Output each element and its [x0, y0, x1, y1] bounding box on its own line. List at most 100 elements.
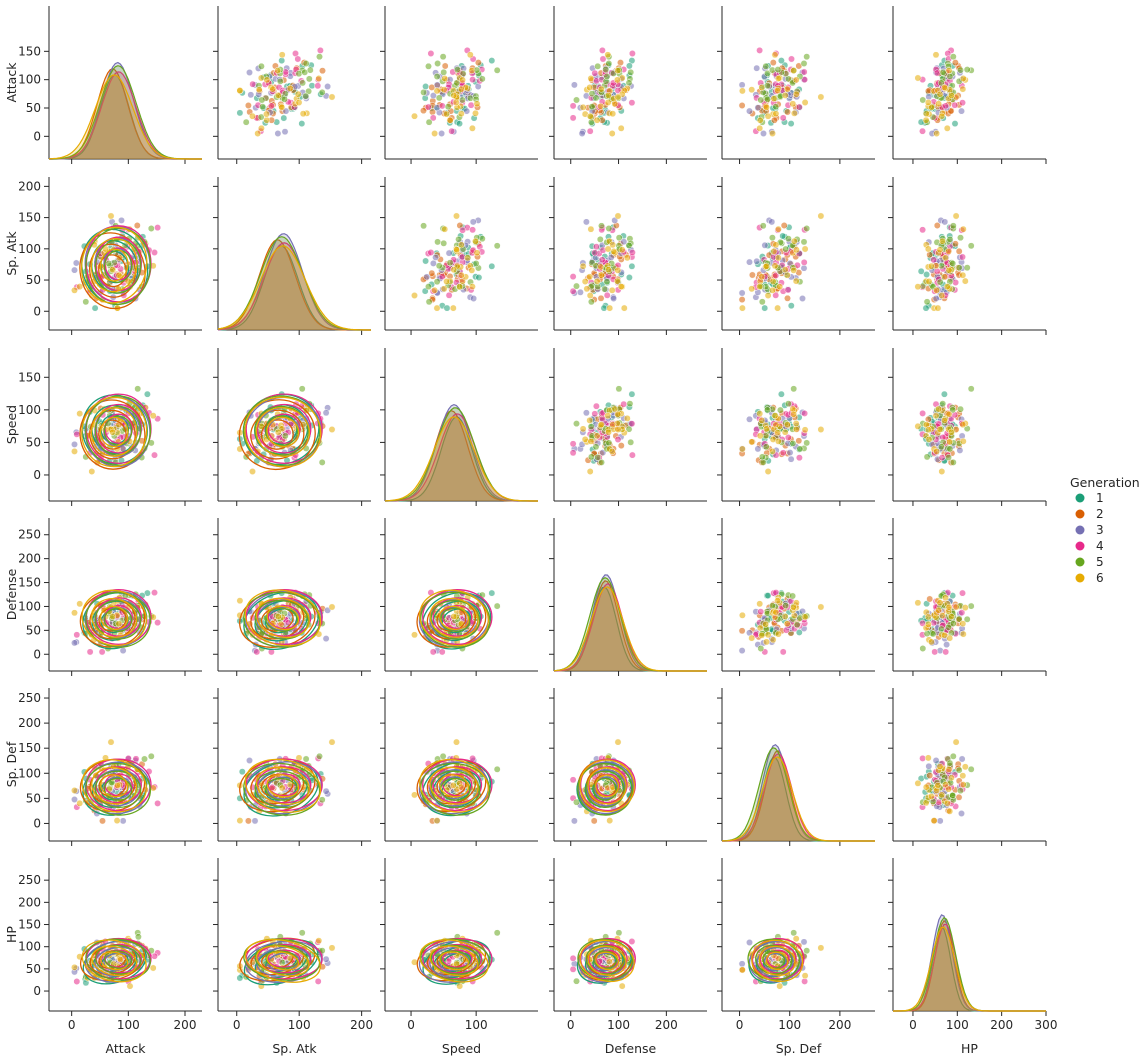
kde-contour-gen-6 — [99, 248, 129, 282]
scatter-point-gen-6 — [922, 783, 930, 791]
scatter-point-gen-3 — [119, 817, 127, 825]
scatter-point-gen-1 — [91, 304, 99, 312]
scatter-point-gen-1 — [488, 57, 496, 65]
scatter-point-gen-4 — [154, 224, 162, 232]
scatter-point-gen-6 — [149, 964, 157, 972]
scatter-point-gen-6 — [770, 95, 778, 103]
scatter-point-gen-5 — [957, 234, 964, 242]
y-tick-label: 50 — [26, 435, 41, 449]
scatter-point-gen-1 — [488, 262, 496, 270]
scatter-point-gen-2 — [933, 222, 941, 229]
scatter-point-gen-5 — [134, 385, 142, 393]
scatter-point-gen-6 — [952, 212, 960, 220]
y-tick-label: 250 — [18, 528, 41, 542]
scatter-point-gen-3 — [119, 647, 127, 655]
scatter-point-gen-5 — [478, 75, 486, 83]
scatter-point-gen-4 — [469, 226, 477, 234]
scatter-point-gen-3 — [925, 93, 933, 101]
scatter-point-gen-6 — [464, 254, 472, 262]
scatter-point-gen-5 — [759, 222, 767, 230]
panel-spdef-vs-spdef — [717, 688, 875, 846]
scatter-point-gen-5 — [433, 278, 441, 286]
scatter-point-gen-6 — [945, 67, 953, 75]
scatter-point-gen-6 — [614, 738, 622, 746]
scatter-point-gen-5 — [957, 787, 964, 795]
scatter-point-gen-5 — [257, 113, 265, 121]
scatter-point-gen-2 — [784, 294, 791, 302]
scatter-point-gen-6 — [453, 738, 460, 746]
scatter-point-gen-3 — [118, 216, 125, 224]
scatter-point-gen-6 — [776, 283, 784, 291]
panel-speed-vs-speed — [380, 348, 538, 506]
scatter-point-gen-3 — [943, 641, 951, 649]
scatter-point-gen-6 — [936, 425, 944, 433]
scatter-point-gen-4 — [294, 55, 302, 63]
scatter-point-gen-6 — [769, 286, 776, 294]
scatter-point-gen-6 — [433, 304, 441, 312]
scatter-point-gen-4 — [779, 648, 787, 656]
scatter-point-gen-6 — [924, 620, 932, 628]
y-tick-label: 200 — [18, 179, 41, 193]
scatter-point-gen-1 — [278, 57, 286, 65]
scatter-point-gen-6 — [277, 620, 285, 628]
scatter-point-gen-5 — [134, 933, 142, 941]
scatter-point-gen-6 — [758, 273, 766, 281]
x-tick-label: 0 — [407, 1018, 415, 1032]
scatter-point-gen-1 — [787, 302, 795, 310]
scatter-point-gen-3 — [956, 446, 964, 454]
scatter-point-gen-6 — [947, 428, 955, 436]
scatter-point-gen-3 — [958, 107, 965, 115]
scatter-point-gen-5 — [768, 234, 776, 242]
scatter-point-gen-6 — [817, 212, 825, 220]
scatter-point-gen-6 — [947, 613, 955, 620]
scatter-point-gen-6 — [959, 630, 967, 638]
scatter-point-gen-6 — [933, 286, 941, 294]
scatter-point-gen-6 — [617, 283, 625, 291]
scatter-point-gen-6 — [613, 76, 621, 84]
panel-spatk-vs-spdef — [717, 177, 875, 335]
scatter-point-gen-4 — [98, 648, 106, 656]
scatter-point-gen-6 — [790, 410, 798, 418]
scatter-point-gen-6 — [762, 620, 770, 628]
scatter-point-gen-6 — [109, 613, 117, 620]
scatter-point-gen-6 — [236, 87, 244, 94]
scatter-point-gen-4 — [569, 287, 577, 295]
scatter-point-gen-1 — [236, 109, 244, 117]
scatter-point-gen-3 — [936, 817, 944, 825]
scatter-point-gen-6 — [450, 266, 458, 274]
scatter-point-gen-3 — [246, 69, 253, 76]
scatter-point-gen-3 — [281, 128, 289, 136]
scatter-point-gen-5 — [444, 103, 452, 111]
scatter-point-gen-6 — [236, 597, 244, 605]
scatter-point-gen-6 — [614, 410, 622, 418]
kde-contour-gen-4 — [256, 403, 312, 454]
scatter-point-gen-6 — [790, 266, 798, 274]
scatter-point-gen-6 — [263, 116, 271, 124]
scatter-point-gen-6 — [303, 407, 311, 414]
scatter-point-gen-6 — [763, 103, 770, 111]
scatter-point-gen-5 — [945, 454, 952, 461]
scatter-point-gen-3 — [786, 449, 794, 457]
scatter-point-gen-2 — [590, 817, 598, 825]
scatter-point-gen-6 — [774, 87, 782, 94]
scatter-point-gen-6 — [606, 304, 614, 312]
scatter-point-gen-6 — [586, 112, 594, 120]
scatter-point-gen-6 — [763, 262, 770, 270]
scatter-point-gen-6 — [914, 422, 922, 430]
scatter-point-gen-6 — [941, 273, 948, 281]
kde-contour-gen-6 — [90, 238, 138, 293]
scatter-point-gen-6 — [756, 600, 764, 608]
scatter-point-gen-5 — [949, 53, 957, 61]
scatter-point-gen-5 — [435, 262, 443, 270]
scatter-point-gen-2 — [770, 116, 778, 124]
scatter-point-gen-6 — [107, 212, 115, 220]
scatter-point-gen-6 — [115, 271, 123, 279]
kde-contour-gen-4 — [245, 393, 323, 464]
scatter-point-gen-6 — [456, 283, 464, 291]
scatter-point-gen-6 — [618, 246, 626, 254]
y-tick-label: 50 — [26, 623, 41, 637]
scatter-point-gen-5 — [762, 443, 770, 451]
scatter-point-gen-6 — [959, 225, 967, 233]
x-tick-label: 0 — [233, 1018, 241, 1032]
